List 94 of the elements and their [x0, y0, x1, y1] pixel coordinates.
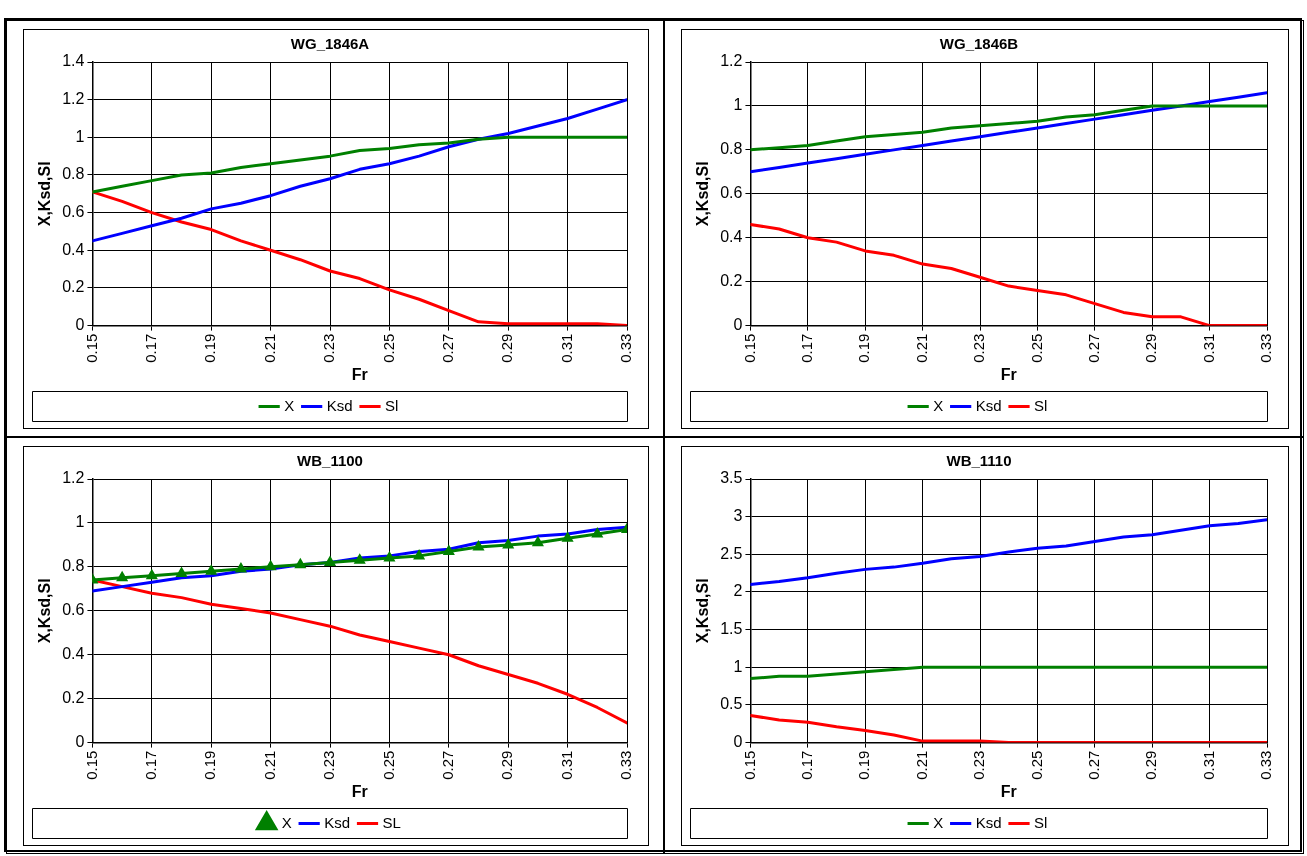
- y-axis-title: X,Ksd,Sl: [36, 578, 54, 644]
- legend-label: Ksd: [975, 813, 1002, 831]
- y-tick-label: 0: [733, 316, 743, 334]
- x-tick-label: 0.31: [557, 333, 575, 363]
- y-tick-label: 1: [733, 657, 743, 675]
- x-tick-label: 0.21: [912, 333, 930, 363]
- x-tick-label: 0.15: [82, 333, 100, 363]
- y-tick-label: 0: [733, 733, 743, 751]
- x-tick-label: 0.19: [855, 333, 873, 363]
- y-tick-label: 1.2: [62, 469, 85, 487]
- x-tick-label: 0.23: [970, 750, 988, 780]
- x-tick-label: 0.25: [379, 750, 397, 780]
- y-axis-title: X,Ksd,Sl: [36, 161, 54, 227]
- x-axis-title: Fr: [351, 782, 368, 800]
- x-tick-label: 0.33: [617, 750, 635, 780]
- y-tick-label: 0.8: [62, 165, 85, 183]
- y-tick-label: 1: [75, 513, 85, 531]
- chart-title: WG_1846A: [290, 35, 370, 53]
- x-tick-label: 0.33: [1257, 333, 1275, 363]
- legend-label: X: [281, 813, 292, 831]
- chart-title: WG_1846B: [939, 35, 1019, 53]
- y-axis-title: X,Ksd,Sl: [694, 578, 712, 644]
- legend-label: Ksd: [975, 396, 1002, 414]
- x-tick-label: 0.23: [320, 750, 338, 780]
- x-tick-label: 0.23: [970, 333, 988, 363]
- y-axis-title: X,Ksd,Sl: [694, 161, 712, 227]
- y-tick-label: 0.2: [62, 689, 85, 707]
- x-tick-label: 0.27: [438, 333, 456, 363]
- y-tick-label: 1.4: [62, 52, 85, 70]
- x-tick-label: 0.31: [557, 750, 575, 780]
- x-tick-label: 0.33: [617, 333, 635, 363]
- y-tick-label: 2: [733, 582, 743, 600]
- x-tick-label: 0.27: [1084, 750, 1102, 780]
- legend-label: X: [933, 396, 944, 414]
- y-tick-label: 3.5: [720, 469, 743, 487]
- y-tick-label: 0.4: [62, 645, 85, 663]
- x-tick-label: 0.21: [260, 750, 278, 780]
- x-tick-label: 0.19: [201, 333, 219, 363]
- x-tick-label: 0.15: [740, 333, 758, 363]
- x-tick-label: 0.27: [1084, 333, 1102, 363]
- x-tick-label: 0.21: [260, 333, 278, 363]
- y-tick-label: 0.2: [720, 272, 743, 290]
- y-tick-label: 3: [733, 507, 743, 525]
- y-tick-label: 0.6: [62, 601, 85, 619]
- x-tick-label: 0.25: [1027, 333, 1045, 363]
- y-tick-label: 0: [75, 733, 85, 751]
- x-tick-label: 0.31: [1199, 333, 1217, 363]
- y-tick-label: 1: [75, 127, 85, 145]
- legend-label: X: [933, 813, 944, 831]
- x-tick-label: 0.23: [320, 333, 338, 363]
- y-tick-label: 0.8: [62, 557, 85, 575]
- x-tick-label: 0.17: [141, 750, 159, 780]
- y-tick-label: 1: [733, 96, 743, 114]
- y-tick-label: 0.6: [720, 184, 743, 202]
- legend-label: SL: [382, 813, 401, 831]
- y-tick-label: 0.6: [62, 203, 85, 221]
- x-axis-title: Fr: [351, 365, 368, 383]
- x-tick-label: 0.29: [1142, 750, 1160, 780]
- x-tick-label: 0.17: [797, 333, 815, 363]
- legend-label: X: [284, 396, 295, 414]
- y-tick-label: 0: [75, 316, 85, 334]
- y-tick-label: 2.5: [720, 544, 743, 562]
- y-tick-label: 1.2: [62, 90, 85, 108]
- legend-label: Sl: [1034, 813, 1048, 831]
- x-tick-label: 0.17: [141, 333, 159, 363]
- y-tick-label: 1.5: [720, 620, 743, 638]
- legend-label: Sl: [1034, 396, 1048, 414]
- x-tick-label: 0.29: [1142, 333, 1160, 363]
- x-tick-label: 0.33: [1257, 750, 1275, 780]
- x-tick-label: 0.29: [498, 750, 516, 780]
- legend-label: Sl: [385, 396, 399, 414]
- x-axis-title: Fr: [1000, 782, 1017, 800]
- x-tick-label: 0.21: [912, 750, 930, 780]
- x-tick-label: 0.27: [438, 750, 456, 780]
- chart-title: WB_1100: [297, 452, 363, 470]
- x-axis-title: Fr: [1000, 365, 1017, 383]
- x-tick-label: 0.25: [379, 333, 397, 363]
- x-tick-label: 0.17: [797, 750, 815, 780]
- legend-label: Ksd: [324, 813, 351, 831]
- x-tick-label: 0.19: [855, 750, 873, 780]
- y-tick-label: 0.8: [720, 140, 743, 158]
- y-tick-label: 0.4: [62, 240, 85, 258]
- y-tick-label: 0.4: [720, 228, 743, 246]
- x-tick-label: 0.19: [201, 750, 219, 780]
- y-tick-label: 0.5: [720, 695, 743, 713]
- x-tick-label: 0.15: [740, 750, 758, 780]
- x-tick-label: 0.25: [1027, 750, 1045, 780]
- y-tick-label: 1.2: [720, 52, 743, 70]
- legend-label: Ksd: [326, 396, 353, 414]
- x-tick-label: 0.29: [498, 333, 516, 363]
- x-tick-label: 0.15: [82, 750, 100, 780]
- x-tick-label: 0.31: [1199, 750, 1217, 780]
- chart-title: WB_1110: [946, 452, 1012, 470]
- y-tick-label: 0.2: [62, 278, 85, 296]
